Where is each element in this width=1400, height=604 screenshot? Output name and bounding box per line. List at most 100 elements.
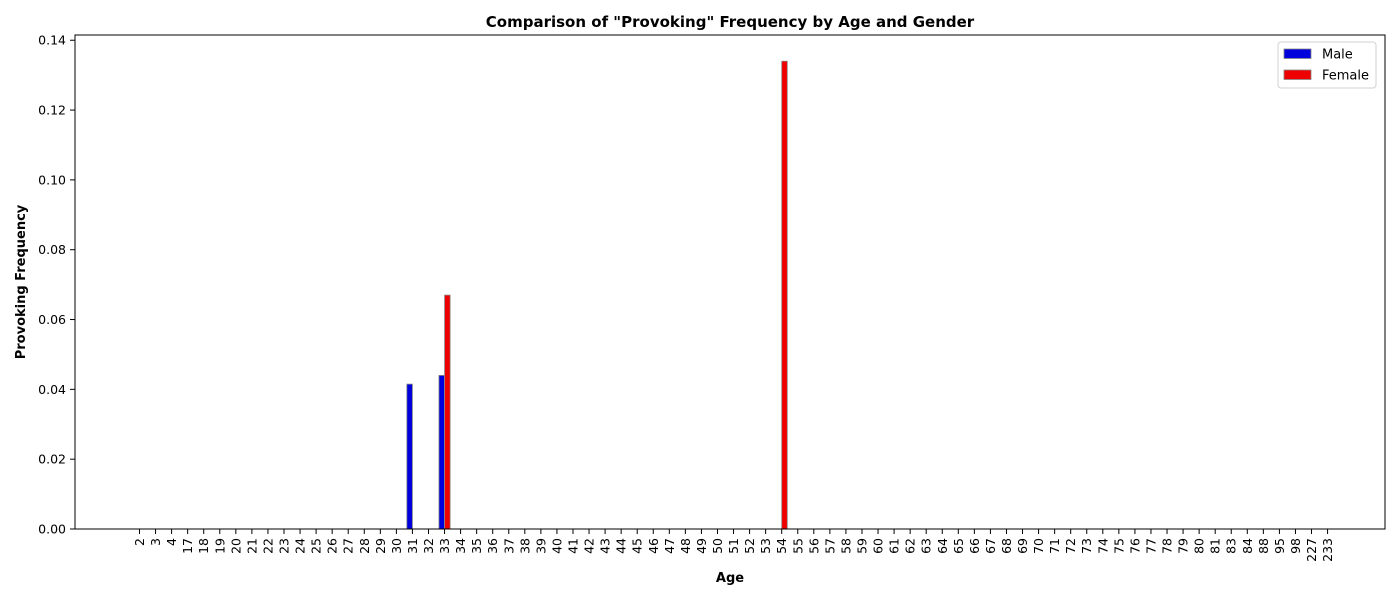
x-tick-label: 4 (164, 538, 179, 546)
y-tick-label: 0.08 (38, 242, 66, 257)
x-tick-label: 78 (1160, 538, 1175, 554)
x-tick-label: 84 (1240, 538, 1255, 554)
x-tick-label: 40 (549, 538, 564, 554)
x-tick-label: 35 (469, 538, 484, 554)
legend-swatch-male (1283, 48, 1312, 59)
x-tick-label: 38 (517, 538, 532, 554)
x-tick-label: 64 (935, 538, 950, 554)
x-tick-label: 36 (485, 538, 500, 554)
x-tick-label: 55 (790, 538, 805, 554)
legend-label-male: Male (1322, 48, 1353, 63)
x-tick-label: 18 (196, 538, 211, 554)
x-tick-label: 30 (389, 538, 404, 554)
x-tick-label: 23 (276, 538, 291, 554)
x-tick-label: 77 (1143, 538, 1158, 554)
x-tick-label: 67 (983, 538, 998, 554)
y-tick-label: 0.14 (38, 33, 66, 48)
x-tick-label: 47 (662, 538, 677, 554)
x-tick-label: 72 (1063, 538, 1078, 554)
x-tick-label: 63 (919, 538, 934, 554)
x-tick-label: 69 (1015, 538, 1030, 554)
x-tick-label: 57 (822, 538, 837, 554)
y-tick-label: 0.02 (38, 452, 66, 467)
x-tick-label: 233 (1320, 538, 1335, 562)
y-tick-label: 0.06 (38, 312, 66, 327)
x-tick-label: 56 (806, 538, 821, 554)
x-tick-label: 22 (260, 538, 275, 554)
y-tick-label: 0.10 (38, 172, 66, 187)
x-tick-label: 26 (325, 538, 340, 554)
x-axis: 2 3 4 17 18 19 20 21 22 23 24 25 26 27 28 29 30 31 32 33 34 3… (132, 529, 1335, 562)
x-tick-label: 25 (309, 538, 324, 554)
x-tick-label: 65 (951, 538, 966, 554)
x-tick-label: 66 (967, 538, 982, 554)
x-tick-label: 70 (1031, 538, 1046, 554)
x-tick-label: 68 (999, 538, 1014, 554)
x-tick-label: 28 (357, 538, 372, 554)
y-axis: 0.00 0.02 0.04 0.06 0.08 0.10 0.12 0.14 (38, 33, 75, 537)
x-tick-label: 27 (341, 538, 356, 554)
legend-swatch-female (1283, 69, 1312, 80)
x-tick-label: 43 (598, 538, 613, 554)
y-tick-label: 0.04 (38, 382, 66, 397)
y-axis-label: Provoking Frequency (14, 204, 29, 359)
chart-title: Comparison of "Provoking" Frequency by A… (486, 13, 975, 31)
y-tick-label: 0.12 (38, 103, 66, 118)
x-tick-label: 88 (1256, 538, 1271, 554)
x-tick-label: 58 (838, 538, 853, 554)
x-axis-label: Age (716, 571, 744, 586)
x-tick-label: 52 (742, 538, 757, 554)
plot-frame (74, 34, 1386, 530)
x-tick-label: 42 (582, 538, 597, 554)
x-tick-label: 76 (1127, 538, 1142, 554)
x-tick-label: 51 (726, 538, 741, 554)
x-tick-label: 62 (903, 538, 918, 554)
x-tick-label: 39 (533, 538, 548, 554)
legend-label-female: Female (1322, 69, 1369, 84)
x-tick-label: 71 (1047, 538, 1062, 554)
bar-female-33 (444, 294, 451, 530)
x-tick-label: 59 (854, 538, 869, 554)
x-tick-label: 79 (1176, 538, 1191, 554)
x-tick-label: 48 (678, 538, 693, 554)
legend: Male Female (1277, 41, 1377, 89)
x-tick-label: 73 (1079, 538, 1094, 554)
x-tick-label: 3 (148, 538, 163, 546)
x-tick-label: 60 (871, 538, 886, 554)
x-tick-label: 29 (373, 538, 388, 554)
x-tick-label: 34 (453, 538, 468, 554)
x-tick-label: 20 (228, 538, 243, 554)
x-tick-label: 33 (437, 538, 452, 554)
x-tick-label: 2 (132, 538, 147, 546)
bars-group (406, 60, 788, 530)
bar-male-31 (406, 383, 413, 530)
x-tick-label: 54 (774, 538, 789, 554)
x-tick-label: 24 (293, 538, 308, 554)
x-tick-label: 53 (758, 538, 773, 554)
x-tick-label: 49 (694, 538, 709, 554)
x-tick-label: 74 (1095, 538, 1110, 554)
x-tick-label: 19 (212, 538, 227, 554)
bar-female-54 (781, 60, 788, 530)
x-tick-label: 17 (180, 538, 195, 554)
x-tick-label: 41 (565, 538, 580, 554)
x-tick-label: 31 (405, 538, 420, 554)
x-tick-label: 32 (421, 538, 436, 554)
x-tick-label: 61 (887, 538, 902, 554)
x-tick-label: 75 (1111, 538, 1126, 554)
x-tick-label: 37 (501, 538, 516, 554)
x-tick-label: 44 (614, 538, 629, 554)
x-tick-label: 95 (1272, 538, 1287, 554)
bar-male-33 (438, 374, 445, 530)
x-tick-label: 98 (1288, 538, 1303, 554)
x-tick-label: 45 (630, 538, 645, 554)
x-tick-label: 227 (1304, 538, 1319, 562)
x-tick-label: 50 (710, 538, 725, 554)
x-tick-label: 21 (244, 538, 259, 554)
x-tick-label: 46 (646, 538, 661, 554)
y-tick-label: 0.00 (38, 522, 66, 537)
x-tick-label: 83 (1224, 538, 1239, 554)
x-tick-label: 81 (1208, 538, 1223, 554)
